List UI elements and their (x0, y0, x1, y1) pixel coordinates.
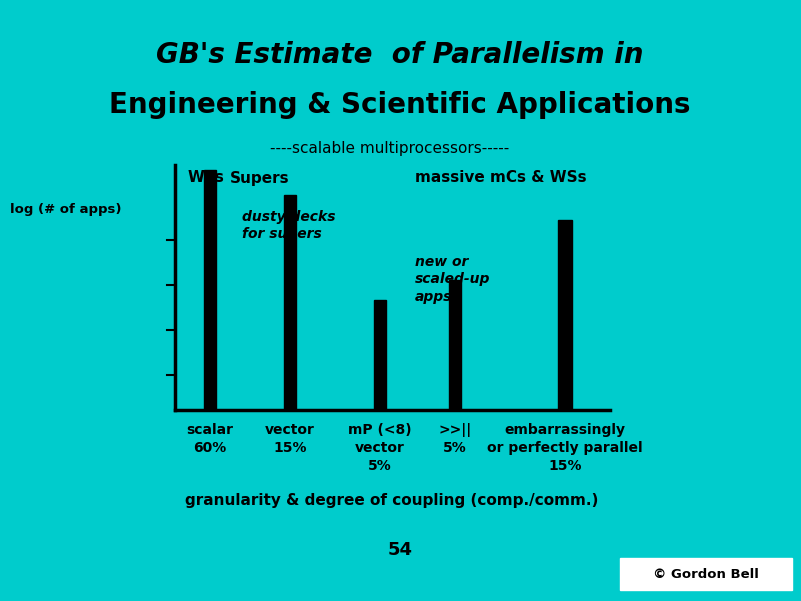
Text: 15%: 15% (548, 459, 582, 473)
Bar (374, 300, 386, 410)
Text: 60%: 60% (193, 441, 227, 455)
Text: Supers: Supers (230, 171, 290, 186)
Text: new or
scaled-up
apps: new or scaled-up apps (415, 255, 490, 304)
Text: dusty decks
for supers: dusty decks for supers (242, 210, 336, 241)
Bar (558, 220, 572, 410)
Text: >>||: >>|| (438, 423, 472, 437)
Bar (204, 170, 216, 410)
Text: WSs: WSs (188, 171, 225, 186)
Text: scalar: scalar (187, 423, 234, 437)
Text: mP (<8): mP (<8) (348, 423, 412, 437)
Bar (620, 558, 792, 590)
Text: © Gordon Bell: © Gordon Bell (653, 567, 759, 581)
Text: or perfectly parallel: or perfectly parallel (487, 441, 643, 455)
Text: 5%: 5% (368, 459, 392, 473)
Text: embarrassingly: embarrassingly (505, 423, 626, 437)
Text: massive mCs & WSs: massive mCs & WSs (415, 171, 586, 186)
Bar (449, 280, 461, 410)
Text: vector: vector (355, 441, 405, 455)
Bar (284, 195, 296, 410)
Text: 15%: 15% (273, 441, 307, 455)
Text: GB's Estimate  of Parallelism in: GB's Estimate of Parallelism in (156, 41, 644, 69)
Text: granularity & degree of coupling (comp./comm.): granularity & degree of coupling (comp./… (185, 492, 598, 507)
Text: ----scalable multiprocessors-----: ----scalable multiprocessors----- (271, 141, 509, 156)
Text: 54: 54 (388, 541, 413, 559)
Text: 5%: 5% (443, 441, 467, 455)
Text: Engineering & Scientific Applications: Engineering & Scientific Applications (109, 91, 690, 119)
Text: vector: vector (265, 423, 315, 437)
Text: log (# of apps): log (# of apps) (10, 204, 122, 216)
